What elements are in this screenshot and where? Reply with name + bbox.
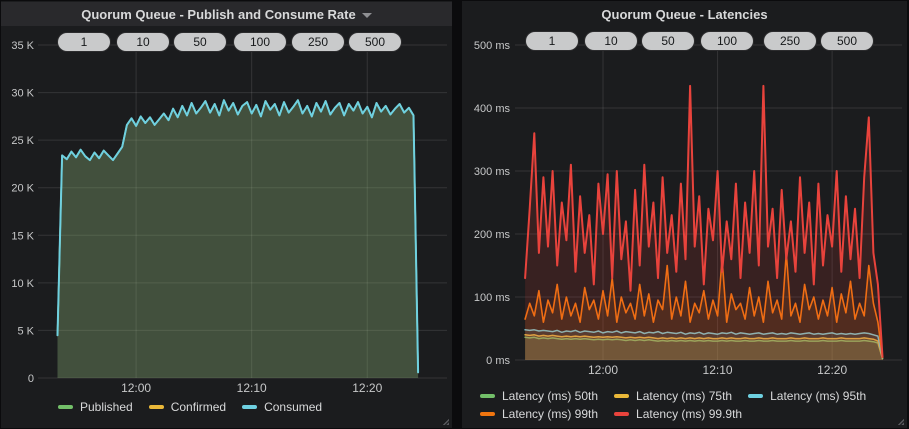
latency-75th-swatch-icon [614,394,630,398]
legend-item-published[interactable]: Published [58,400,133,414]
confirmed-swatch-icon [148,405,164,409]
caret-down-icon[interactable] [361,12,372,18]
panel-publish-consume-rate: Quorum Queue - Publish and Consume Rate … [1,1,452,428]
legend-item-latency-99th[interactable]: Latency (ms) 99th [480,407,598,421]
series-latency-ms-95th [524,329,884,360]
pill-1[interactable]: 1 [526,32,578,50]
series-latency-ms-99th [524,252,884,360]
pill-50[interactable]: 50 [642,32,694,50]
axis-tick-labels: 0 5 K 10 K 15 K 20 K 25 K 30 K 35 K 12:00 12:10 12… [11,40,382,395]
svg-text:300 ms: 300 ms [474,166,511,178]
pill-1[interactable]: 1 [58,33,110,51]
legend-latencies: Latency (ms) 50th Latency (ms) 75th Late… [480,389,866,421]
panel-latencies: Quorum Queue - Latencies 0 ms 100 ms 200 m… [462,1,907,428]
pill-250[interactable]: 250 [764,32,816,50]
latency-50th-swatch-icon [480,394,495,398]
legend-item-consumed[interactable]: Consumed [242,400,322,414]
svg-text:200 ms: 200 ms [474,229,511,241]
pill-500[interactable]: 500 [349,33,401,51]
svg-text:12:00: 12:00 [121,381,151,395]
svg-text:12:00: 12:00 [588,363,618,377]
resize-handle-icon[interactable] [441,417,449,425]
svg-text:400 ms: 400 ms [474,103,511,115]
legend-item-confirmed[interactable]: Confirmed [148,400,227,414]
panel-header-publish-consume[interactable]: Quorum Queue - Publish and Consume Rate [1,2,452,26]
svg-text:100 ms: 100 ms [474,292,511,304]
series-latency-ms-75th [524,334,884,360]
published-swatch-icon [58,405,73,409]
svg-text:5 K: 5 K [17,325,34,337]
publish-consume-chart[interactable]: 05 K10 K15 K20 K25 K30 K35 K12:00 12:10 12… [1,1,452,428]
legend-label: Latency (ms) 50th [502,389,599,403]
panel-title[interactable]: Quorum Queue - Publish and Consume Rate [81,6,356,22]
pill-250[interactable]: 250 [292,33,344,51]
panel-title[interactable]: Quorum Queue - Latencies [601,6,768,22]
legend-item-latency-50th[interactable]: Latency (ms) 50th [480,389,598,403]
consumed-swatch-icon [242,405,258,409]
svg-text:0: 0 [28,373,34,385]
svg-text:12:10: 12:10 [237,381,267,395]
legend-label: Latency (ms) 95th [770,389,867,403]
pill-10[interactable]: 10 [585,32,637,50]
svg-text:15 K: 15 K [11,230,34,242]
svg-text:0 ms: 0 ms [486,355,510,367]
legend-label: Consumed [264,400,323,414]
svg-text:30 K: 30 K [11,88,34,100]
latency-95th-swatch-icon [748,394,764,398]
svg-text:500 ms: 500 ms [474,40,511,52]
svg-text:12:20: 12:20 [352,381,382,395]
legend-item-latency-999th[interactable]: Latency (ms) 99.9th [614,407,742,421]
series-consumed [56,99,420,378]
latency-999th-swatch-icon [614,412,630,416]
legend-label: Latency (ms) 99.9th [636,407,743,421]
pill-100[interactable]: 100 [234,33,286,51]
resize-handle-icon[interactable] [896,417,904,425]
svg-text:12:10: 12:10 [703,363,733,377]
latency-chart[interactable]: 0 ms 100 ms 200 ms 300 ms 400 ms 500 ms 12:00 1… [462,1,907,428]
pill-50[interactable]: 50 [174,33,226,51]
svg-text:12:20: 12:20 [817,363,847,377]
series-latency-ms-99-9th [524,84,884,361]
latency-99th-swatch-icon [480,412,495,416]
pill-500[interactable]: 500 [821,32,873,50]
legend-label: Published [80,400,133,414]
series-latency-ms-50th [524,336,884,360]
panel-header-latencies[interactable]: Quorum Queue - Latencies [462,2,907,26]
legend-label: Latency (ms) 75th [636,389,733,403]
axis-tick-labels: 0 ms 100 ms 200 ms 300 ms 400 ms 500 ms 12:00 1… [474,40,848,377]
legend-publish-consume: Published Confirmed Consumed [58,400,322,414]
pill-100[interactable]: 100 [701,32,753,50]
svg-text:10 K: 10 K [11,278,34,290]
legend-item-latency-95th[interactable]: Latency (ms) 95th [748,389,866,403]
legend-label: Confirmed [170,400,227,414]
pill-10[interactable]: 10 [117,33,169,51]
legend-label: Latency (ms) 99th [502,407,599,421]
svg-text:25 K: 25 K [11,135,34,147]
legend-item-latency-75th[interactable]: Latency (ms) 75th [614,389,732,403]
svg-text:20 K: 20 K [11,183,34,195]
svg-text:35 K: 35 K [11,40,34,52]
